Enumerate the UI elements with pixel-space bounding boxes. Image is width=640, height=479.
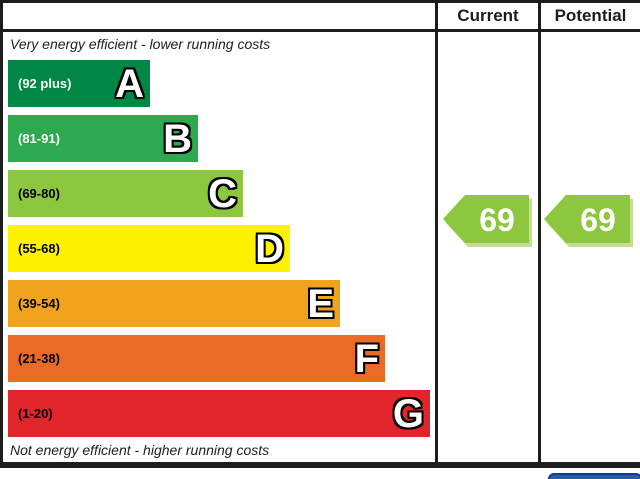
band-bar-e: (39-54) E bbox=[8, 280, 340, 327]
bottom-note: Not energy efficient - higher running co… bbox=[10, 442, 270, 458]
band-letter: A bbox=[115, 61, 144, 106]
band-letter: F bbox=[354, 336, 379, 381]
table-bottom-border bbox=[0, 462, 640, 468]
current-rating-value: 69 bbox=[479, 202, 515, 238]
band-range-label: (39-54) bbox=[18, 296, 60, 311]
current-column-divider bbox=[435, 0, 438, 462]
band-letter: E bbox=[307, 281, 334, 326]
eu-badge-cutoff bbox=[548, 473, 640, 479]
potential-column-header: Potential bbox=[554, 6, 627, 25]
current-arrow-body bbox=[443, 195, 529, 243]
band-bar-c: (69-80) C bbox=[8, 170, 243, 217]
band-letter: G bbox=[392, 391, 424, 436]
band-range-label: (1-20) bbox=[18, 406, 53, 421]
band-letter: C bbox=[208, 171, 237, 216]
potential-rating-value: 69 bbox=[580, 202, 616, 238]
band-bar-a: (92 plus) A bbox=[8, 60, 150, 107]
band-letter: D bbox=[255, 226, 284, 271]
potential-arrow-body bbox=[544, 195, 630, 243]
band-bar-b: (81-91) B bbox=[8, 115, 198, 162]
header-separator-line bbox=[0, 29, 640, 32]
band-bar-d: (55-68) D bbox=[8, 225, 290, 272]
potential-column-divider bbox=[538, 0, 541, 462]
table-left-border bbox=[0, 0, 3, 468]
band-letter: B bbox=[163, 116, 192, 161]
table-top-border bbox=[0, 0, 640, 3]
top-note: Very energy efficient - lower running co… bbox=[10, 36, 271, 52]
band-range-label: (92 plus) bbox=[18, 76, 72, 91]
current-rating-arrow: 69 bbox=[443, 195, 532, 247]
band-bar-f: (21-38) F bbox=[8, 335, 385, 382]
band-range-label: (21-38) bbox=[18, 351, 60, 366]
current-column-header: Current bbox=[457, 6, 519, 25]
band-bar-g: (1-20) G bbox=[8, 390, 430, 437]
band-range-label: (69-80) bbox=[18, 186, 60, 201]
band-range-label: (55-68) bbox=[18, 241, 60, 256]
band-range-label: (81-91) bbox=[18, 131, 60, 146]
potential-rating-arrow: 69 bbox=[544, 195, 633, 247]
